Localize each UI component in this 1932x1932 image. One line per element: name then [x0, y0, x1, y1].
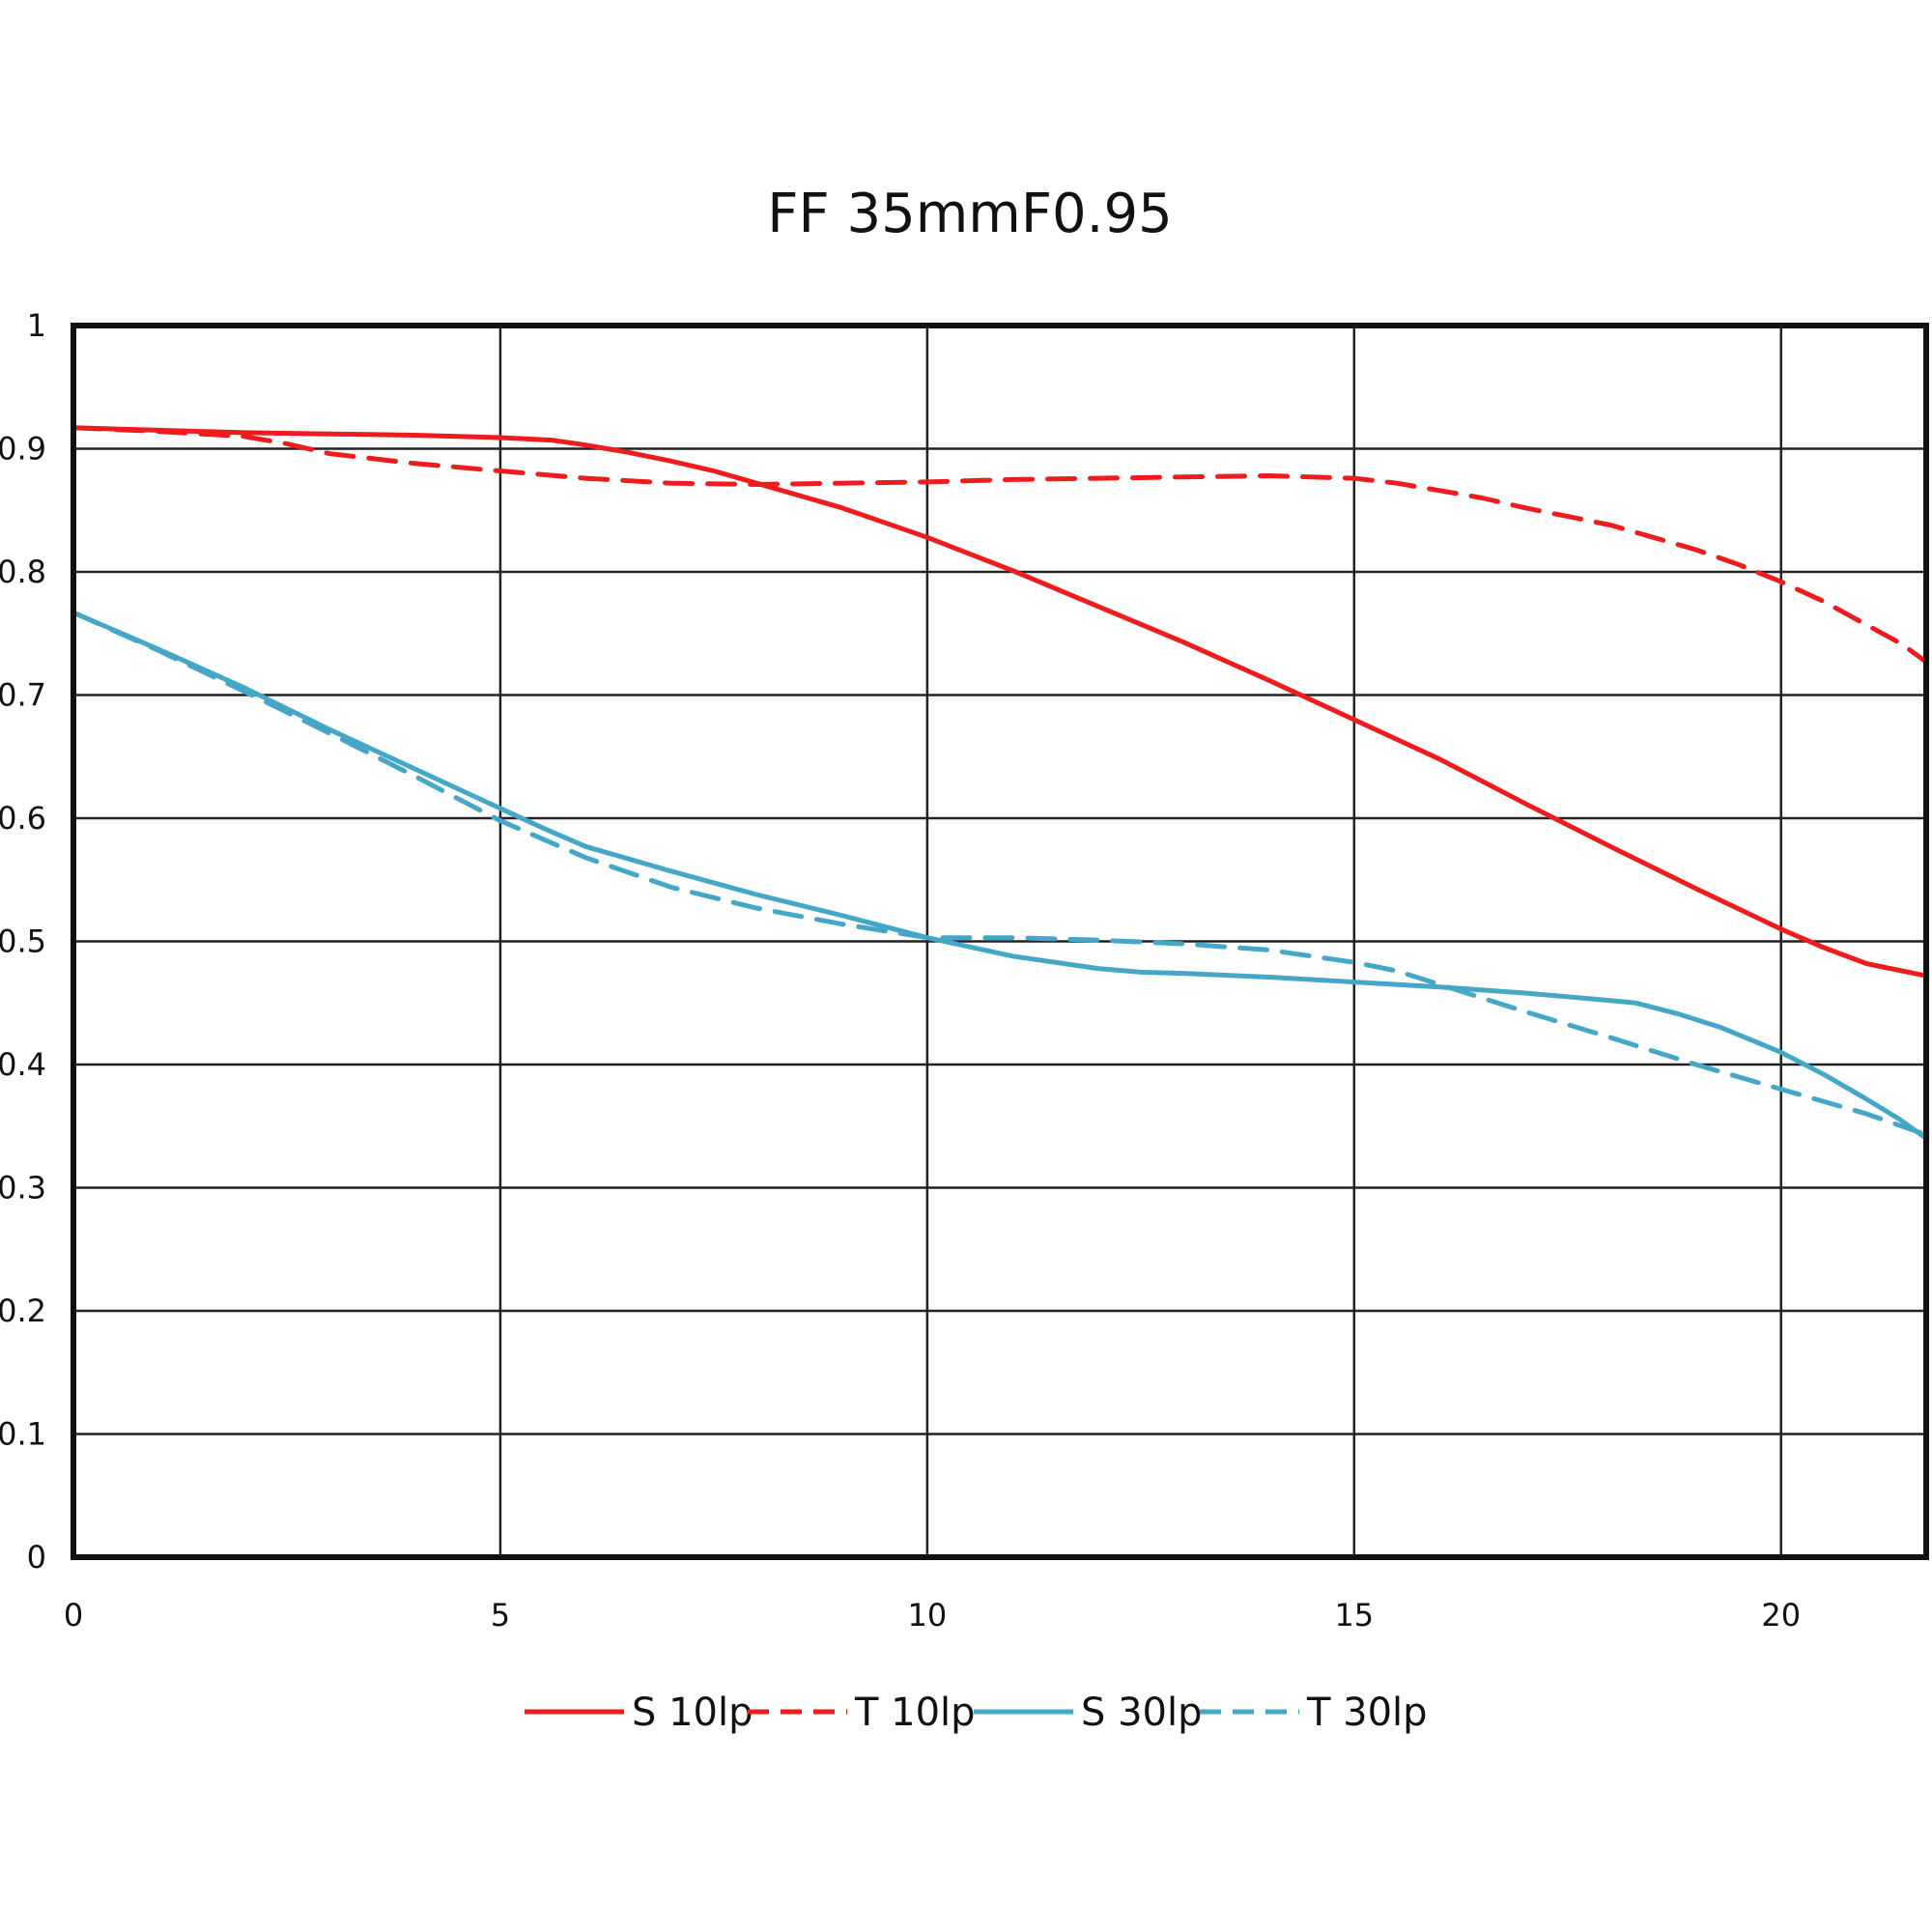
y-tick-label: 0.9 — [0, 431, 46, 468]
series-line-t-30lp — [71, 610, 1929, 1138]
x-tick-label: 5 — [491, 1597, 510, 1634]
legend-label: T 30lp — [1306, 1690, 1428, 1735]
y-tick-label: 0 — [27, 1539, 46, 1576]
y-tick-label: 0.5 — [0, 923, 46, 960]
y-tick-label: 1 — [27, 307, 46, 344]
x-tick-label: 20 — [1761, 1597, 1801, 1634]
legend: S 10lp T 10lp S 30lp T 30lp — [525, 1690, 1428, 1735]
series-line-s-10lp — [71, 425, 1929, 979]
legend-label: S 10lp — [632, 1690, 753, 1735]
series-line-t-10lp — [71, 425, 1929, 665]
y-tick-label: 0.3 — [0, 1170, 46, 1207]
series-group — [71, 425, 1929, 1141]
x-tick-label: 15 — [1334, 1597, 1374, 1634]
x-tick-label: 0 — [64, 1597, 83, 1634]
grid-lines — [73, 326, 1926, 1557]
legend-label: S 30lp — [1081, 1690, 1203, 1735]
legend-label: T 10lp — [854, 1690, 976, 1735]
plot-frame — [71, 323, 1929, 1560]
chart-title: FF 35mmF0.95 — [767, 183, 1172, 245]
x-axis-ticks: 0 5 10 15 20 — [64, 1597, 1801, 1634]
y-tick-label: 0.2 — [0, 1293, 46, 1329]
x-tick-label: 10 — [908, 1597, 948, 1634]
y-tick-label: 0.4 — [0, 1046, 46, 1083]
y-tick-label: 0.1 — [0, 1416, 46, 1453]
y-tick-label: 0.6 — [0, 800, 46, 837]
y-tick-label: 0.7 — [0, 677, 46, 714]
y-axis-ticks: 0 0.1 0.2 0.3 0.4 0.5 0.6 0.7 0.8 0.9 1 — [0, 307, 46, 1576]
series-line-s-30lp — [71, 610, 1929, 1141]
y-tick-label: 0.8 — [0, 554, 46, 590]
